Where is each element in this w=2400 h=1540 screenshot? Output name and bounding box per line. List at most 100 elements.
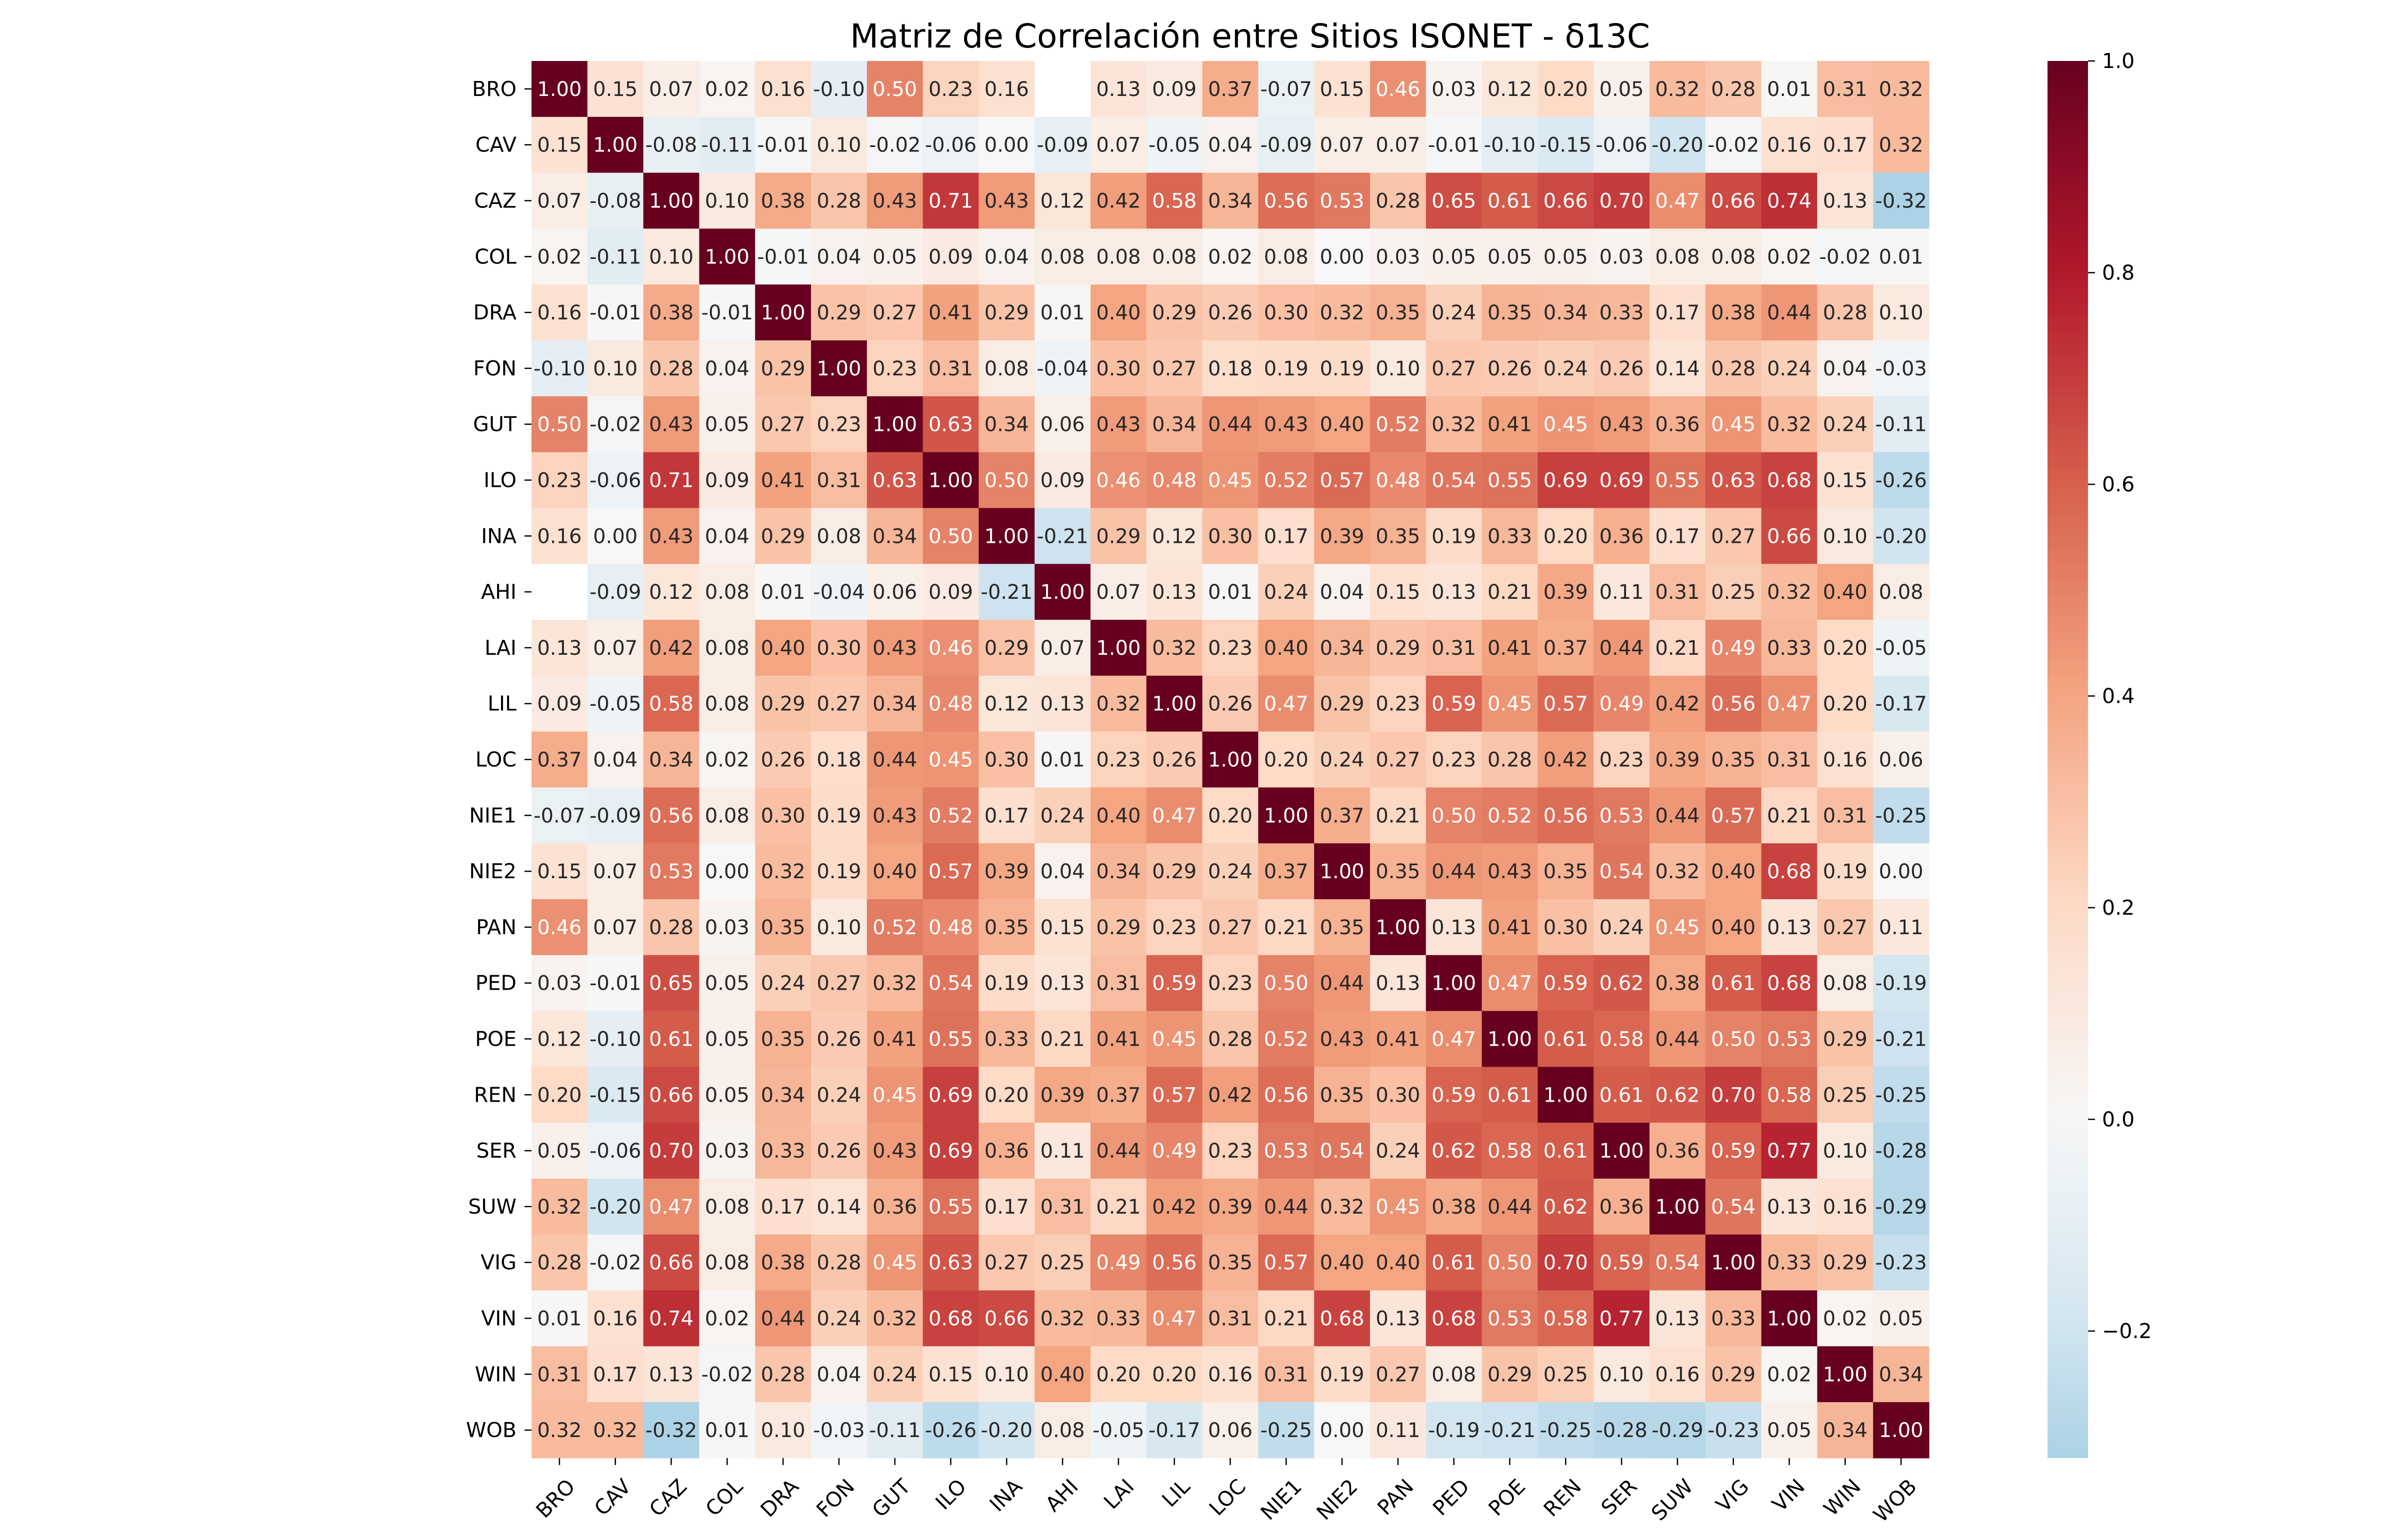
cell-value-label: -0.28 <box>1596 1419 1648 1442</box>
cell-value-label: 0.43 <box>1488 860 1532 883</box>
x-tick-label: BRO <box>532 1475 580 1523</box>
cell-value-label: 0.28 <box>816 190 861 213</box>
heatmap-cell <box>532 1346 588 1403</box>
cell-value-label: 0.61 <box>1544 1140 1588 1163</box>
cell-value-label: 0.31 <box>816 469 861 492</box>
cell-value-label: 0.32 <box>1767 581 1812 604</box>
cell-value-label: 0.49 <box>1600 693 1644 716</box>
cell-value-label: 0.31 <box>1823 78 1868 101</box>
y-tick-label: NIE1 <box>469 803 516 827</box>
colorbar-tick-label: 0.4 <box>2102 684 2134 708</box>
cell-value-label: 0.00 <box>1320 245 1364 268</box>
heatmap-cell <box>1034 620 1091 676</box>
heatmap-cell <box>1370 899 1426 956</box>
cell-value-label: 0.35 <box>761 916 806 939</box>
heatmap-cell <box>1258 508 1314 564</box>
heatmap-cell <box>643 620 700 676</box>
heatmap-cell <box>1090 340 1147 397</box>
cell-value-label: 0.27 <box>1711 525 1756 548</box>
cell-value-label: -0.07 <box>534 804 586 827</box>
heatmap-cell <box>1370 1179 1426 1235</box>
heatmap-cell <box>1258 1011 1314 1067</box>
cell-value-label: 0.41 <box>1488 637 1532 660</box>
heatmap-cell <box>1314 955 1370 1012</box>
heatmap-cell <box>1258 1402 1314 1459</box>
cell-value-label: 1.00 <box>1320 860 1364 883</box>
cell-value-label: 0.13 <box>1040 693 1085 716</box>
cell-value-label: 0.17 <box>1264 525 1308 548</box>
cell-value-label: 0.16 <box>1655 1363 1700 1386</box>
heatmap-cell <box>922 675 979 732</box>
cell-value-label: 0.35 <box>1376 860 1420 883</box>
cell-value-label: 0.10 <box>649 245 694 268</box>
heatmap-cell <box>1146 731 1203 788</box>
cell-value-label: 0.15 <box>1823 469 1868 492</box>
heatmap-cell <box>1650 1011 1706 1067</box>
heatmap-cell <box>1538 61 1594 117</box>
cell-value-label: -0.26 <box>925 1419 977 1442</box>
heatmap-cell <box>1873 1402 1930 1459</box>
heatmap-cell <box>1202 787 1258 844</box>
heatmap-cell <box>1202 731 1258 788</box>
heatmap-cell <box>1594 340 1650 397</box>
heatmap-cell <box>1146 675 1203 732</box>
heatmap-cell <box>1817 452 1874 508</box>
y-tick-label: BRO <box>472 77 516 101</box>
heatmap-cell <box>1314 172 1370 229</box>
heatmap-cell <box>811 1067 868 1123</box>
heatmap-cell <box>1146 1067 1203 1123</box>
heatmap-cell <box>1034 564 1091 620</box>
heatmap-cell <box>1761 787 1818 844</box>
heatmap-cell <box>1090 1402 1147 1459</box>
heatmap-cell <box>587 731 644 788</box>
heatmap-cell <box>978 172 1035 229</box>
heatmap-cell <box>1594 731 1650 788</box>
cell-value-label: 0.23 <box>1152 916 1196 939</box>
heatmap-cell <box>1594 1011 1650 1067</box>
heatmap-cell <box>1370 396 1426 453</box>
heatmap-cell <box>1761 1179 1818 1235</box>
cell-value-label: 0.57 <box>1152 1084 1196 1107</box>
heatmap-cell <box>1314 620 1370 676</box>
heatmap-cell <box>532 899 588 956</box>
cell-value-label: 0.05 <box>705 413 750 436</box>
heatmap-cell <box>1761 61 1818 117</box>
cell-value-label: 0.31 <box>1096 972 1140 995</box>
cell-value-label: 0.57 <box>1711 804 1756 827</box>
cell-value-label: 0.30 <box>984 749 1029 772</box>
cell-value-label: 0.36 <box>1655 1140 1700 1163</box>
cell-value-label: 0.32 <box>1655 78 1700 101</box>
heatmap-cell <box>866 1290 924 1347</box>
heatmap-cell <box>1538 564 1594 620</box>
x-tick-label: AHI <box>1041 1475 1083 1517</box>
heatmap-cell <box>1258 787 1314 844</box>
heatmap-cell <box>978 843 1035 900</box>
cell-value-label: 0.23 <box>1432 749 1476 772</box>
cell-value-label: 0.32 <box>1432 413 1476 436</box>
cell-value-label: 0.35 <box>1544 860 1588 883</box>
cell-value-label: 0.40 <box>1320 413 1364 436</box>
cell-value-label: 0.19 <box>1320 1363 1364 1386</box>
heatmap-cell <box>532 452 588 508</box>
cell-value-label: 0.21 <box>1096 1196 1140 1219</box>
cell-value-label: -0.02 <box>1820 245 1872 268</box>
heatmap-cell <box>1090 116 1147 173</box>
heatmap-cell <box>1314 228 1370 285</box>
cell-value-label: 0.31 <box>1432 637 1476 660</box>
heatmap-cell <box>811 452 868 508</box>
heatmap-cell <box>1873 172 1930 229</box>
cell-value-label: 0.02 <box>705 78 750 101</box>
heatmap-cell <box>1705 61 1762 117</box>
cell-value-label: 0.31 <box>1655 581 1700 604</box>
heatmap-cell <box>1650 1290 1706 1347</box>
heatmap-cell <box>1594 1290 1650 1347</box>
heatmap-cell <box>755 452 812 508</box>
heatmap-cell <box>1705 508 1762 564</box>
heatmap-cell <box>1146 1011 1203 1067</box>
cell-value-label: 0.05 <box>537 1140 582 1163</box>
cell-value-label: 0.05 <box>1488 245 1532 268</box>
cell-value-label: -0.01 <box>590 301 642 324</box>
heatmap-cell <box>1034 508 1091 564</box>
cell-value-label: 0.13 <box>649 1363 694 1386</box>
